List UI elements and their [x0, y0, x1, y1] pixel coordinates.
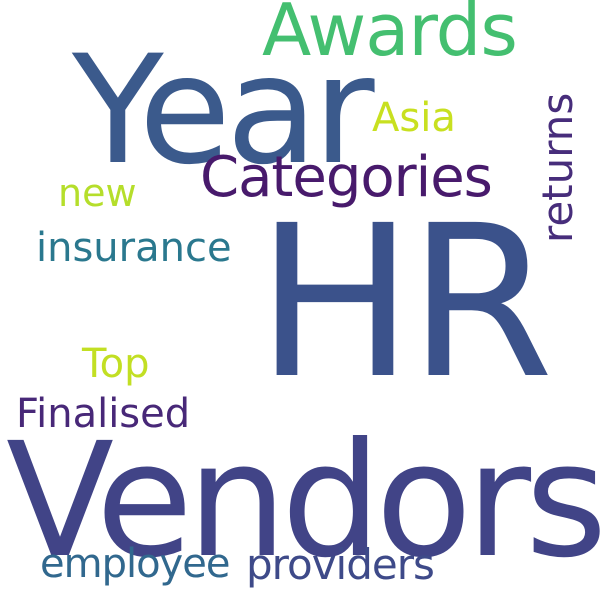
word-finalised: Finalised [16, 391, 191, 437]
word-returns: returns [533, 92, 582, 243]
word-vendors: Vendors [6, 409, 600, 593]
word-providers: providers [246, 540, 435, 589]
word-top: Top [82, 341, 150, 387]
word-asia: Asia [372, 95, 456, 141]
word-awards: Awards [262, 0, 518, 72]
word-year: Year [72, 24, 375, 198]
word-employee: employee [40, 541, 230, 587]
word-insurance: insurance [36, 225, 232, 271]
word-new: new [58, 171, 137, 215]
word-categories: Categories [200, 145, 493, 210]
word-hr: HR [256, 180, 554, 425]
